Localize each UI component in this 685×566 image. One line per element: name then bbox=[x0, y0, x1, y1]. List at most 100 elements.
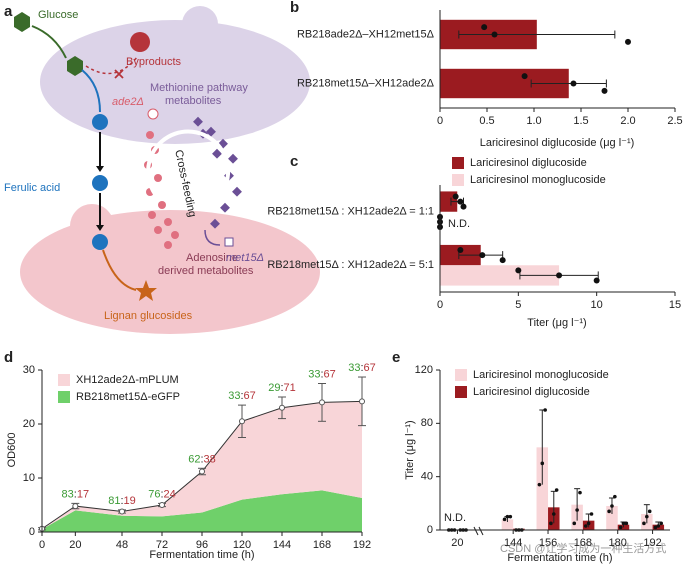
diagram: Glucose Byproducts Methionine pathway me… bbox=[4, 6, 320, 334]
data-point bbox=[583, 524, 588, 528]
data-point bbox=[554, 488, 559, 492]
data-point bbox=[543, 408, 547, 412]
ratio-green: 33 bbox=[308, 368, 320, 380]
data-point bbox=[659, 521, 664, 526]
data-point bbox=[645, 514, 649, 519]
x-tick-label: 1.5 bbox=[573, 115, 588, 127]
legend-label: Lariciresinol diglucoside bbox=[470, 157, 587, 169]
label: ade2Δ bbox=[112, 96, 144, 108]
x-tick-label: 1.0 bbox=[526, 115, 541, 127]
ratio-red: 67 bbox=[244, 390, 256, 402]
data-point bbox=[613, 494, 617, 499]
ratio-label: 76:24 bbox=[148, 488, 176, 500]
ratio-label: 33:67 bbox=[308, 368, 336, 380]
x-tick-label: 96 bbox=[196, 539, 208, 551]
ratio-label: 83:17 bbox=[62, 488, 90, 500]
label: Ferulic acid bbox=[4, 182, 60, 194]
data-point bbox=[618, 525, 623, 530]
data-point bbox=[279, 404, 285, 411]
y-tick-label: 80 bbox=[421, 417, 433, 429]
y-tick-label: 0 bbox=[29, 526, 35, 538]
x-tick-label: 0.5 bbox=[479, 115, 494, 127]
y-tick-label: 30 bbox=[23, 364, 35, 376]
x-axis-label: Lariciresinol diglucoside (μg l⁻¹) bbox=[480, 137, 635, 149]
x-tick-label: 144 bbox=[273, 539, 291, 551]
data-point bbox=[481, 24, 488, 31]
ratio-separator: : bbox=[200, 453, 203, 465]
ratio-green: 33 bbox=[228, 390, 240, 402]
data-point bbox=[159, 502, 165, 508]
hexagon bbox=[67, 56, 83, 76]
ratio-green: 33 bbox=[348, 362, 360, 374]
ratio-separator: : bbox=[74, 488, 77, 500]
area bbox=[42, 401, 362, 530]
met15-icon bbox=[224, 237, 234, 247]
x-tick-label: 48 bbox=[116, 539, 128, 551]
y-tick-label: RB218ade2Δ–XH12met15Δ bbox=[297, 28, 435, 40]
label: Byproducts bbox=[126, 56, 182, 68]
watermark: CSDN @让学习成为一种生活方式 bbox=[500, 541, 666, 555]
ratio-separator: : bbox=[360, 362, 363, 374]
ratio-green: 81 bbox=[108, 495, 120, 507]
legend-swatch bbox=[455, 386, 467, 398]
data-point bbox=[499, 257, 506, 264]
data-point bbox=[647, 509, 652, 514]
data-point bbox=[610, 504, 614, 508]
data-point bbox=[549, 521, 553, 526]
data-point bbox=[537, 482, 542, 487]
data-point bbox=[578, 490, 582, 495]
data-point bbox=[452, 193, 459, 200]
bar bbox=[440, 265, 560, 286]
x-tick-label: 180 bbox=[609, 537, 627, 549]
label: derived metabolites bbox=[158, 265, 254, 277]
arrow bbox=[31, 25, 67, 59]
label: Lignan glucosides bbox=[104, 310, 193, 322]
data-point bbox=[589, 512, 594, 516]
data-point bbox=[457, 247, 464, 254]
y-tick-label: RB218met15Δ–XH12ade2Δ bbox=[297, 77, 435, 89]
ratio-green: 83 bbox=[62, 488, 74, 500]
legend-swatch bbox=[452, 174, 464, 186]
x-axis-label: Fermentation time (h) bbox=[507, 552, 612, 564]
legend-swatch bbox=[58, 391, 70, 403]
legend-swatch bbox=[452, 157, 464, 169]
ratio-red: 67 bbox=[324, 368, 336, 380]
data-point bbox=[556, 272, 563, 279]
x-tick-label: 144 bbox=[504, 537, 522, 549]
legend-label: Lariciresinol diglucoside bbox=[473, 386, 590, 398]
y-tick-label: RB218met15Δ : XH12ade2Δ = 5:1 bbox=[267, 259, 434, 271]
x-axis-label: Titer (μg l⁻¹) bbox=[527, 317, 586, 329]
x-tick-label: 15 bbox=[669, 299, 681, 311]
bar bbox=[606, 506, 618, 530]
y-tick-label: RB218met15Δ : XH12ade2Δ = 1:1 bbox=[267, 206, 434, 218]
data-point bbox=[491, 31, 498, 38]
label: Cross-feeding bbox=[172, 149, 198, 218]
data-point bbox=[570, 80, 577, 87]
ratio-label: 33:67 bbox=[228, 390, 256, 402]
x-tick-label: 72 bbox=[156, 539, 168, 551]
data-point bbox=[575, 508, 579, 512]
panel-label: e bbox=[392, 349, 400, 366]
x-tick-label: 2.0 bbox=[620, 115, 635, 127]
data-point bbox=[551, 512, 556, 516]
ratio-green: 62 bbox=[188, 453, 200, 465]
data-point bbox=[72, 503, 79, 510]
x-tick-label: 20 bbox=[69, 539, 81, 551]
data-point bbox=[625, 38, 631, 45]
ratio-label: 81:19 bbox=[108, 495, 136, 507]
ratio-red: 19 bbox=[124, 495, 136, 507]
label: Glucose bbox=[38, 9, 78, 21]
bar bbox=[536, 447, 549, 530]
x-tick-label: 20 bbox=[451, 537, 463, 549]
x-tick-label: 5 bbox=[515, 299, 521, 311]
label: metabolites bbox=[165, 95, 222, 107]
x-tick-label: 2.5 bbox=[667, 115, 682, 127]
compound bbox=[92, 175, 108, 191]
glucose-icon bbox=[14, 12, 30, 32]
data-point bbox=[601, 87, 608, 94]
x-tick-label: 192 bbox=[643, 537, 661, 549]
ratio-red: 38 bbox=[204, 453, 216, 465]
y-tick-label: 120 bbox=[415, 364, 433, 376]
block-mark bbox=[114, 69, 124, 79]
arrow bbox=[102, 249, 137, 291]
